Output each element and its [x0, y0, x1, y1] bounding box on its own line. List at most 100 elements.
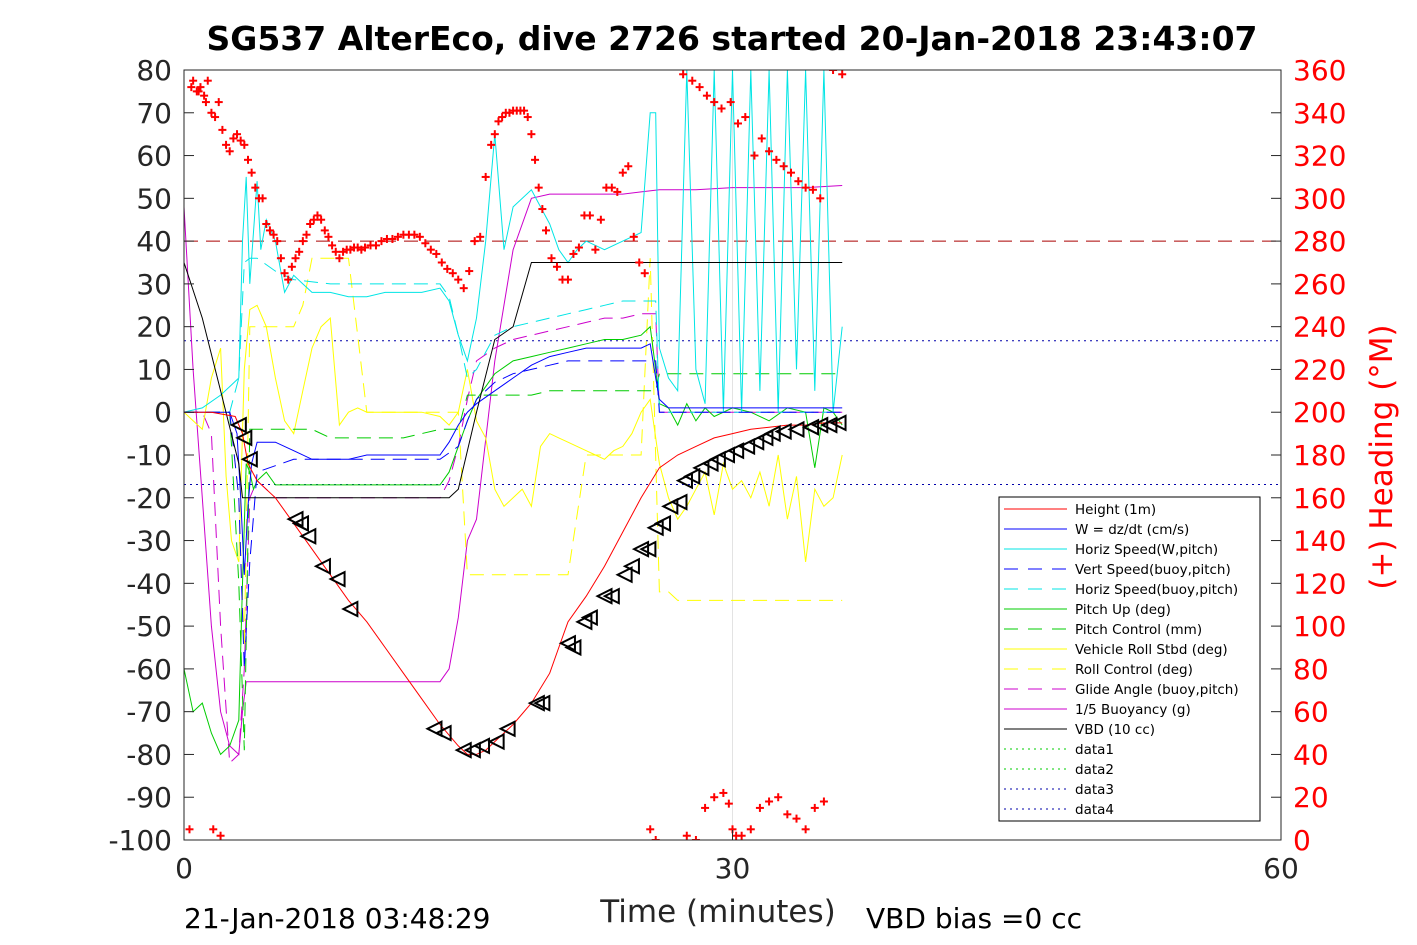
- heading-point: [309, 215, 318, 224]
- heading-point: [426, 245, 435, 254]
- heading-point: [746, 825, 755, 834]
- heading-point: [717, 104, 726, 113]
- heading-point: [187, 83, 196, 92]
- heading-point: [527, 130, 536, 139]
- heading-point: [247, 168, 256, 177]
- heading-point: [320, 226, 329, 235]
- heading-point: [298, 237, 307, 246]
- heading-point: [651, 836, 660, 840]
- heading-point: [607, 183, 616, 192]
- heading-point: [211, 113, 220, 122]
- y-tick-label-right: 320: [1293, 140, 1346, 173]
- dive-marker: [454, 741, 472, 759]
- dive-marker: [527, 694, 545, 712]
- legend-box: [998, 496, 1261, 822]
- heading-point: [741, 113, 750, 122]
- dive-marker: [487, 732, 505, 751]
- heading-point: [838, 70, 847, 79]
- heading-point: [494, 117, 503, 126]
- dive-marker: [434, 724, 452, 742]
- heading-point: [691, 836, 700, 840]
- heading-point: [755, 803, 764, 812]
- heading-point: [733, 119, 742, 128]
- dive-marker: [829, 414, 847, 432]
- dive-marker: [463, 741, 481, 759]
- y-tick-label-right: 0: [1293, 824, 1311, 857]
- heading-point: [523, 113, 532, 122]
- heading-point: [410, 230, 419, 239]
- heading-point: [276, 254, 285, 263]
- dive-marker: [653, 514, 672, 533]
- heading-point: [547, 254, 556, 263]
- y-tick-label-right: 340: [1293, 97, 1346, 130]
- legend-item-label: Vert Speed(buoy,pitch): [1075, 562, 1231, 578]
- marker-layer: [185, 70, 847, 840]
- y-tick-label-left: 80: [136, 54, 172, 87]
- heading-point: [719, 788, 728, 797]
- heading-point: [794, 177, 803, 186]
- heading-point: [185, 825, 194, 834]
- y-tick-label-left: 40: [136, 225, 172, 258]
- heading-point: [284, 275, 293, 284]
- heading-point: [377, 237, 386, 246]
- y-tick-label-left: 50: [136, 182, 172, 215]
- axes: 80706050403020100-10-20-30-40-50-60-70-8…: [108, 54, 1346, 885]
- heading-point: [324, 232, 333, 241]
- heading-point: [207, 108, 216, 117]
- y-tick-label-left: 20: [136, 311, 172, 344]
- heading-point: [635, 258, 644, 267]
- legend: Height (1m) W = dz/dt (cm/s) Horiz Speed(W…: [998, 496, 1261, 822]
- heading-point: [724, 799, 733, 808]
- heading-point: [629, 232, 638, 241]
- heading-point: [613, 187, 622, 196]
- heading-point: [203, 76, 212, 85]
- y-tick-label-left: -70: [126, 696, 172, 729]
- heading-point: [216, 831, 225, 840]
- heading-point: [214, 98, 223, 107]
- series-glide_angle: [184, 313, 843, 765]
- heading-point: [810, 803, 819, 812]
- heading-point: [552, 262, 561, 271]
- legend-item-label: Pitch Control (mm): [1075, 622, 1202, 638]
- dive-marker: [240, 450, 258, 468]
- y-tick-label-left: -20: [126, 482, 172, 515]
- legend-item-label: Height (1m): [1075, 502, 1156, 518]
- heading-point: [371, 241, 380, 250]
- heading-point: [291, 254, 300, 263]
- legend-item-label: Glide Angle (buoy,pitch): [1075, 682, 1239, 698]
- dive-marker: [341, 600, 359, 618]
- y-tick-label-right: 100: [1293, 610, 1346, 643]
- y-tick-label-right: 60: [1293, 696, 1329, 729]
- dive-marker: [291, 514, 310, 533]
- heading-point: [236, 136, 245, 145]
- heading-point: [222, 140, 231, 149]
- dive-marker: [229, 416, 247, 434]
- heading-point: [679, 70, 688, 79]
- heading-point: [701, 803, 710, 812]
- heading-point: [306, 220, 315, 228]
- heading-point: [596, 215, 605, 224]
- heading-point: [313, 211, 322, 220]
- heading-point: [591, 245, 600, 254]
- series-vbd: [184, 262, 843, 499]
- heading-point: [443, 264, 452, 273]
- reference-lines: [184, 240, 1281, 486]
- dive-marker: [717, 446, 736, 464]
- y-tick-label-right: 20: [1293, 781, 1329, 814]
- dive-marker: [564, 638, 582, 657]
- heading-point: [470, 237, 479, 246]
- dive-marker: [498, 720, 516, 738]
- x-tick-label: 60: [1263, 852, 1299, 885]
- heading-point: [688, 76, 697, 85]
- heading-point: [816, 194, 825, 203]
- heading-point: [454, 275, 463, 284]
- chart-title: SG537 AlterEco, dive 2726 started 20-Jan…: [206, 19, 1257, 58]
- legend-item-label: Pitch Up (deg): [1075, 602, 1171, 618]
- footer-timestamp: 21-Jan-2018 03:48:29: [184, 902, 490, 935]
- heading-point: [779, 162, 788, 171]
- y-tick-label-right: 200: [1293, 396, 1346, 429]
- heading-point: [765, 147, 774, 156]
- y-tick-label-right: 240: [1293, 311, 1346, 344]
- y-tick-label-left: -30: [126, 525, 172, 558]
